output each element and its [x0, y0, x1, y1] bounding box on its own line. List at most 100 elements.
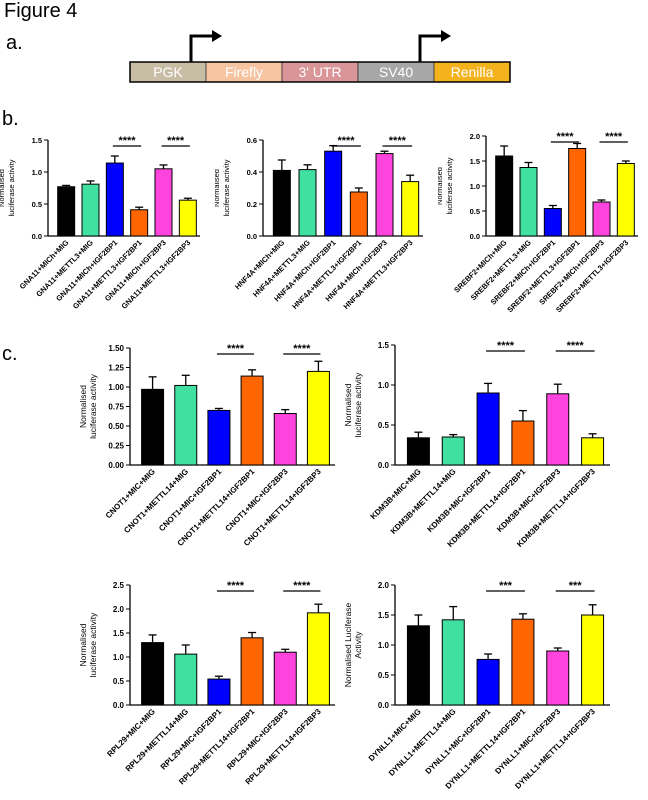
category-label-1: RPL29+METTL14+MIG — [124, 707, 190, 773]
bar-4 — [154, 168, 173, 237]
y-tick-label: 0.00 — [108, 461, 124, 470]
bar-0 — [272, 169, 291, 237]
significance-label: **** — [497, 340, 515, 352]
y-axis-label: Normalised Luciferase — [343, 602, 353, 687]
panel-label-b: b. — [2, 108, 19, 130]
reporter-construct-diagram: PGK Firefly 3' UTR SV40 Renilla — [129, 30, 511, 83]
y-tick-label: 0.0 — [378, 701, 390, 710]
bar-5 — [581, 614, 605, 706]
y-tick-label: 0.0 — [247, 232, 257, 241]
category-label-4: RPL29+MIC+IGF2BP3 — [225, 707, 290, 772]
y-tick-label: 0.2 — [247, 200, 257, 209]
y-axis-label: luciferase activity — [353, 372, 363, 437]
chart-gna11: 0.0 0.5 1.0 1.5 Normalised luciferase activit… — [0, 135, 200, 311]
bar-3 — [240, 637, 264, 706]
chart-hnf4a: 0.0 0.2 0.4 0.6 Normalised luciferase activit… — [215, 135, 423, 311]
category-label-1: DYNLL1+METTL14+MIG — [387, 707, 458, 778]
sv40-promoter-arrow-icon — [418, 34, 443, 62]
y-tick-label: 0.5 — [470, 207, 480, 216]
y-tick-label: 1.50 — [108, 344, 124, 353]
y-tick-label: 0.5 — [113, 677, 125, 686]
significance-label: **** — [567, 340, 585, 352]
y-tick-label: 1.5 — [378, 341, 390, 350]
bar-1 — [519, 167, 538, 237]
y-tick-label: 0.5 — [32, 200, 42, 209]
y-axis-label: Activity — [353, 631, 363, 659]
significance-label: *** — [569, 580, 583, 592]
y-tick-label: 1.00 — [108, 383, 124, 392]
y-tick-label: 1.0 — [470, 182, 480, 191]
y-axis-label: Normalised — [438, 167, 444, 205]
bar-0 — [141, 388, 165, 466]
category-label-2: CNOT1+MIC+IGF2BP1 — [157, 467, 223, 533]
bar-1 — [174, 653, 198, 706]
bar-1 — [298, 169, 317, 237]
category-label-1: KDM3B+METTL14+MIG — [389, 467, 458, 536]
bar-1 — [174, 384, 198, 466]
construct-label-3: SV40 — [379, 64, 413, 80]
construct-outline — [129, 61, 511, 83]
y-axis-label: luciferase activity — [222, 159, 231, 216]
chart-cnot1: 0.00 0.25 0.50 0.75 1.00 1.25 1.50 Normalised lu… — [78, 343, 335, 548]
y-tick-label: 1.0 — [32, 168, 42, 177]
bar-0 — [406, 437, 430, 466]
significance-label: **** — [227, 343, 245, 355]
chart-srebf2: 0.0 0.5 1.0 1.5 2.0 Normalised luciferase acti… — [438, 131, 638, 314]
y-axis-label: Normalised — [78, 385, 88, 428]
figure-title: Figure 4 — [4, 0, 78, 22]
y-tick-label: 0.0 — [32, 232, 42, 241]
bar-2 — [476, 658, 500, 706]
bar-3 — [240, 375, 264, 466]
construct-label-4: Renilla — [451, 64, 494, 80]
bar-0 — [495, 155, 514, 237]
y-tick-label: 2.5 — [113, 581, 125, 590]
bar-4 — [375, 153, 394, 237]
y-tick-label: 0.75 — [108, 403, 124, 412]
y-tick-label: 0.5 — [378, 671, 390, 680]
y-axis-label: Normalised — [343, 383, 353, 426]
bar-0 — [406, 625, 430, 706]
y-tick-label: 1.5 — [470, 157, 480, 166]
category-label-2: RPL29+MIC+IGF2BP1 — [159, 707, 224, 772]
category-label-2: KDM3B+MIC+IGF2BP1 — [425, 467, 492, 534]
pgk-promoter-arrow-icon — [189, 34, 214, 62]
significance-label: **** — [337, 135, 355, 147]
bar-0 — [57, 186, 76, 237]
significance-label: **** — [118, 135, 136, 147]
bar-4 — [273, 413, 297, 466]
bar-5 — [401, 181, 420, 237]
significance-label: **** — [389, 135, 407, 147]
bar-2 — [105, 162, 124, 237]
y-tick-label: 0.25 — [108, 442, 124, 451]
bar-3 — [511, 618, 535, 706]
bar-1 — [81, 183, 100, 237]
bar-5 — [306, 370, 330, 466]
pgk-arrowhead-icon — [212, 30, 222, 42]
y-tick-label: 0.0 — [378, 461, 390, 470]
y-tick-label: 1.0 — [378, 381, 390, 390]
y-axis-label: Normalised — [215, 169, 221, 207]
y-tick-label: 1.25 — [108, 364, 124, 373]
y-tick-label: 1.5 — [32, 136, 42, 145]
bar-3 — [568, 148, 587, 237]
bar-3 — [130, 209, 149, 237]
significance-label: **** — [556, 131, 574, 143]
construct-label-0: PGK — [153, 64, 183, 80]
bar-1 — [441, 436, 465, 466]
y-axis-label: luciferase activity — [7, 159, 16, 216]
category-label-1: CNOT1+METTL14+MIG — [122, 467, 190, 535]
significance-label: **** — [605, 131, 623, 143]
y-axis-label: luciferase activity — [445, 157, 454, 214]
y-tick-label: 1.5 — [113, 629, 125, 638]
significance-label: *** — [499, 580, 513, 592]
y-tick-label: 0.5 — [378, 421, 390, 430]
category-label-2: DYNLL1+MIC+IGF2BP1 — [424, 707, 493, 776]
bar-1 — [441, 619, 465, 706]
significance-label: **** — [293, 343, 311, 355]
panel-label-c: c. — [2, 343, 18, 365]
bar-2 — [207, 678, 231, 706]
bar-5 — [306, 612, 330, 706]
category-label-4: CNOT1+MIC+IGF2BP3 — [224, 467, 290, 533]
significance-label: **** — [227, 580, 245, 592]
y-tick-label: 0.0 — [470, 232, 480, 241]
